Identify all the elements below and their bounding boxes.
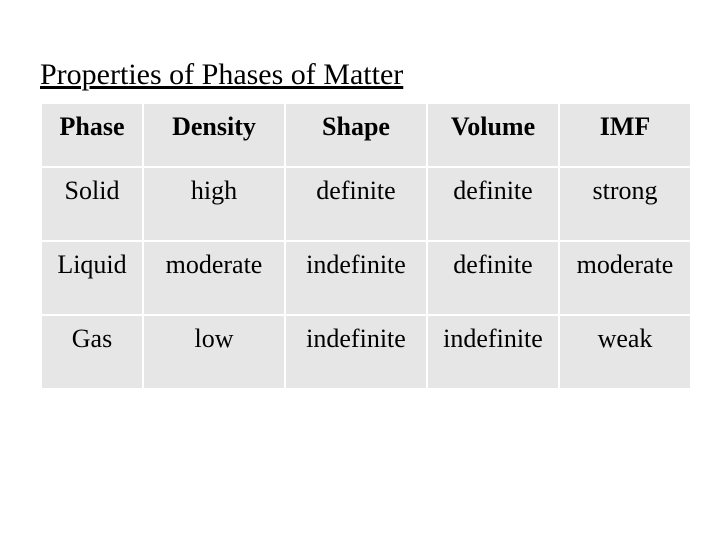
- cell-imf: moderate: [560, 242, 690, 314]
- table-row: Solid high definite definite strong: [42, 168, 690, 240]
- table-row: Liquid moderate indefinite definite mode…: [42, 242, 690, 314]
- cell-shape: indefinite: [286, 316, 426, 388]
- col-header-imf: IMF: [560, 104, 690, 166]
- cell-density: low: [144, 316, 284, 388]
- cell-imf: strong: [560, 168, 690, 240]
- table-header-row: Phase Density Shape Volume IMF: [42, 104, 690, 166]
- col-header-density: Density: [144, 104, 284, 166]
- cell-volume: definite: [428, 242, 558, 314]
- slide-title: Properties of Phases of Matter: [40, 58, 680, 92]
- cell-phase: Gas: [42, 316, 142, 388]
- phases-table: Phase Density Shape Volume IMF Solid hig…: [40, 102, 692, 390]
- col-header-volume: Volume: [428, 104, 558, 166]
- cell-shape: indefinite: [286, 242, 426, 314]
- cell-volume: definite: [428, 168, 558, 240]
- cell-density: high: [144, 168, 284, 240]
- cell-shape: definite: [286, 168, 426, 240]
- cell-imf: weak: [560, 316, 690, 388]
- cell-phase: Liquid: [42, 242, 142, 314]
- cell-density: moderate: [144, 242, 284, 314]
- cell-phase: Solid: [42, 168, 142, 240]
- table-row: Gas low indefinite indefinite weak: [42, 316, 690, 388]
- col-header-phase: Phase: [42, 104, 142, 166]
- col-header-shape: Shape: [286, 104, 426, 166]
- cell-volume: indefinite: [428, 316, 558, 388]
- slide-content: Properties of Phases of Matter Phase Den…: [0, 0, 720, 390]
